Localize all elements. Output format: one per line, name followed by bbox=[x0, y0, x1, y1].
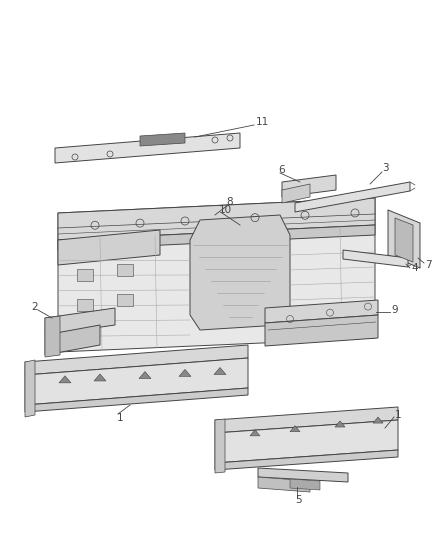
Polygon shape bbox=[335, 421, 345, 427]
Text: 1: 1 bbox=[117, 413, 124, 423]
Polygon shape bbox=[282, 184, 310, 203]
Polygon shape bbox=[179, 369, 191, 376]
Polygon shape bbox=[343, 250, 408, 267]
Bar bbox=[117, 264, 133, 276]
Polygon shape bbox=[25, 360, 35, 417]
Polygon shape bbox=[45, 325, 100, 355]
Polygon shape bbox=[215, 419, 225, 473]
Polygon shape bbox=[25, 345, 248, 375]
Polygon shape bbox=[290, 426, 300, 432]
Polygon shape bbox=[214, 368, 226, 375]
Bar bbox=[77, 269, 93, 281]
Polygon shape bbox=[25, 388, 248, 412]
Polygon shape bbox=[215, 450, 398, 470]
Polygon shape bbox=[58, 225, 375, 250]
Polygon shape bbox=[258, 468, 348, 482]
Bar bbox=[117, 294, 133, 306]
Polygon shape bbox=[282, 175, 336, 197]
Polygon shape bbox=[265, 315, 378, 346]
Text: 5: 5 bbox=[295, 495, 301, 505]
Polygon shape bbox=[373, 417, 383, 423]
Text: 11: 11 bbox=[255, 117, 268, 127]
Polygon shape bbox=[139, 372, 151, 378]
Polygon shape bbox=[265, 300, 378, 323]
Polygon shape bbox=[395, 218, 413, 262]
Polygon shape bbox=[215, 420, 398, 463]
Polygon shape bbox=[258, 477, 310, 492]
Polygon shape bbox=[58, 230, 160, 265]
Polygon shape bbox=[55, 133, 240, 163]
Text: 9: 9 bbox=[392, 305, 398, 315]
Polygon shape bbox=[58, 198, 375, 352]
Text: 2: 2 bbox=[32, 302, 38, 312]
Polygon shape bbox=[295, 182, 410, 212]
Polygon shape bbox=[140, 133, 185, 146]
Polygon shape bbox=[45, 316, 60, 357]
Polygon shape bbox=[190, 215, 290, 330]
Polygon shape bbox=[45, 308, 115, 335]
Text: 7: 7 bbox=[425, 260, 431, 270]
Polygon shape bbox=[59, 376, 71, 383]
Text: 10: 10 bbox=[219, 205, 232, 215]
Polygon shape bbox=[290, 479, 320, 490]
Text: 4: 4 bbox=[412, 263, 418, 273]
Polygon shape bbox=[388, 210, 420, 268]
Polygon shape bbox=[58, 198, 375, 240]
Text: 3: 3 bbox=[381, 163, 389, 173]
Text: 1: 1 bbox=[395, 410, 401, 420]
Polygon shape bbox=[25, 358, 248, 405]
Polygon shape bbox=[215, 407, 398, 433]
Text: 8: 8 bbox=[227, 197, 233, 207]
Polygon shape bbox=[94, 374, 106, 381]
Text: 6: 6 bbox=[279, 165, 285, 175]
Polygon shape bbox=[250, 430, 260, 436]
Bar bbox=[77, 299, 93, 311]
